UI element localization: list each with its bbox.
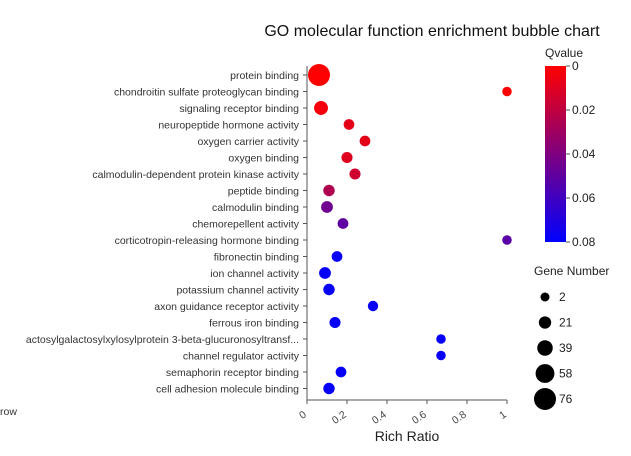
category-label: semaphorin receptor binding (166, 367, 299, 379)
category-label: neuropeptide hormone activity (158, 120, 299, 132)
bubble (349, 168, 361, 180)
bubble (502, 86, 512, 97)
gene-number-legend-bubble (537, 340, 553, 356)
bubble (323, 382, 335, 395)
gene-number-legend-items: 2 21 39 58 76 (534, 290, 573, 410)
bubble (314, 101, 328, 115)
qvalue-colorbar (545, 66, 566, 242)
category-label: axon guidance receptor activity (154, 301, 299, 313)
x-tick-label: 0.4 (370, 409, 389, 427)
stray-label: row (0, 406, 17, 418)
gene-number-legend-label: 21 (559, 316, 573, 330)
bubble (335, 366, 347, 378)
bubble (323, 283, 335, 296)
gene-number-legend-label: 76 (559, 392, 573, 406)
gene-number-legend-bubble (534, 388, 556, 410)
category-label: corticotropin-releasing hormone binding (115, 235, 300, 247)
bubble (343, 119, 355, 130)
category-label: actosylgalactosylxylosylprotein 3-beta-g… (26, 334, 299, 346)
category-label: peptide binding (228, 186, 299, 198)
bubble (321, 201, 333, 213)
bubble (308, 64, 330, 86)
bubble (331, 251, 343, 262)
gene-number-legend-label: 39 (559, 341, 573, 355)
category-labels: protein binding chondroitin sulfate prote… (26, 70, 307, 396)
category-label: signaling receptor binding (179, 103, 299, 115)
x-tick-label: 0 (297, 409, 309, 422)
category-label: fibronectin binding (214, 252, 299, 264)
bubbles (308, 64, 512, 395)
category-label: chondroitin sulfate proteoglycan binding (114, 87, 299, 99)
x-tick-label: 0.6 (410, 409, 429, 427)
gene-number-legend-bubble (540, 292, 550, 302)
bubble (436, 334, 446, 344)
category-label: calmodulin-dependent protein kinase acti… (92, 169, 299, 181)
gene-number-legend-label: 2 (559, 290, 566, 304)
bubble (359, 135, 371, 147)
bubble (502, 235, 512, 245)
category-label: oxygen carrier activity (197, 136, 299, 148)
x-tick-label: 0.2 (330, 409, 349, 427)
category-label: protein binding (230, 70, 299, 82)
bubble (337, 218, 349, 229)
bubble (367, 300, 379, 312)
qvalue-legend-ticks: 0 0.02 0.04 0.06 0.08 (566, 59, 596, 249)
gene-number-legend-title: Gene Number (534, 264, 609, 278)
x-tick-label: 0.8 (450, 409, 469, 427)
gene-number-legend-label: 58 (559, 367, 573, 381)
category-label: calmodulin binding (212, 202, 299, 214)
category-label: cell adhesion molecule binding (156, 384, 299, 396)
category-label: ferrous iron binding (209, 318, 299, 330)
qvalue-tick-label: 0 (572, 59, 579, 73)
category-label: potassium channel activity (176, 285, 299, 297)
bubble (323, 184, 335, 197)
qvalue-legend-title: Qvalue (545, 46, 583, 60)
x-axis-ticks: 0 0.2 0.4 0.6 0.8 1 (297, 400, 509, 427)
bubble (436, 350, 446, 361)
category-label: oxygen binding (228, 153, 299, 165)
category-label: ion channel activity (210, 268, 299, 280)
chart-title: GO molecular function enrichment bubble … (264, 23, 600, 40)
gene-number-legend-bubble (538, 316, 552, 329)
category-label: chemorepellent activity (192, 219, 300, 231)
bubble (319, 267, 331, 279)
bubble (341, 151, 353, 164)
qvalue-tick-label: 0.02 (572, 103, 596, 117)
qvalue-tick-label: 0.04 (572, 147, 596, 161)
gene-number-legend-bubble (535, 364, 555, 383)
bubble (329, 316, 341, 329)
qvalue-tick-label: 0.06 (572, 191, 596, 205)
qvalue-legend: Qvalue 0 0.02 0.04 0.06 0.08 (545, 46, 596, 249)
x-tick-label: 1 (497, 409, 509, 422)
category-label: channel regulator activity (183, 351, 300, 363)
plot-area (306, 66, 507, 401)
qvalue-tick-label: 0.08 (572, 235, 596, 249)
gene-number-legend: Gene Number 2 21 39 58 76 (534, 264, 609, 410)
x-axis-title: Rich Ratio (375, 428, 440, 444)
